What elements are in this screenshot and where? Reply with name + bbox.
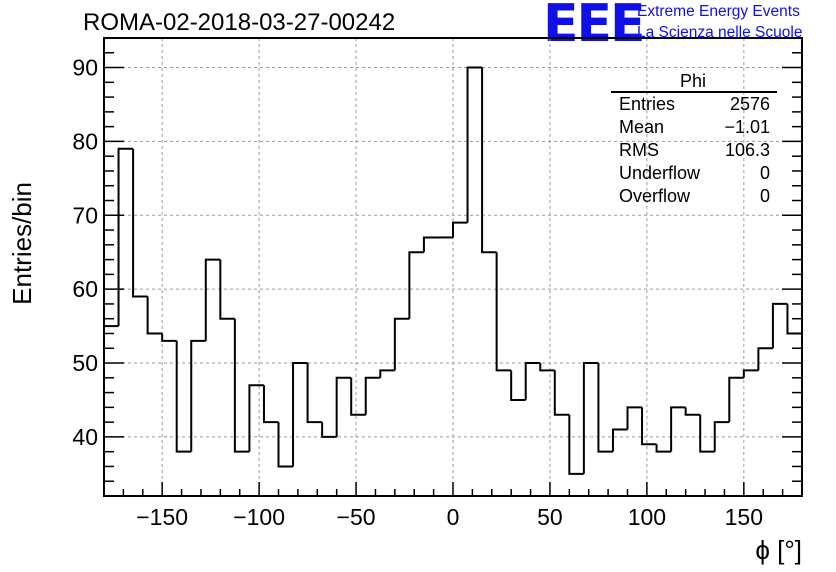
histogram-bin bbox=[292, 362, 308, 467]
histogram-bin bbox=[641, 407, 657, 446]
histogram-bin bbox=[626, 406, 643, 430]
histogram-bin bbox=[146, 296, 163, 335]
stats-label-mean: Mean bbox=[619, 117, 664, 137]
x-tick-label: 0 bbox=[447, 504, 460, 530]
histogram-bin bbox=[132, 148, 148, 298]
y-tick-label: 60 bbox=[72, 276, 98, 302]
grid-lines bbox=[104, 38, 802, 496]
x-tick-label: −100 bbox=[233, 504, 285, 530]
histogram-bin bbox=[466, 66, 483, 223]
x-tick-label: 50 bbox=[537, 504, 563, 530]
stats-label-rms: RMS bbox=[619, 140, 659, 160]
histogram-bin bbox=[335, 376, 352, 437]
y-tick-label: 80 bbox=[72, 128, 98, 154]
histogram-bin bbox=[568, 414, 584, 475]
x-tick-label: −150 bbox=[136, 504, 188, 530]
histogram-bin bbox=[321, 422, 337, 438]
histogram-bin bbox=[306, 363, 323, 424]
histogram-bin bbox=[670, 406, 686, 452]
x-tick-label: −50 bbox=[337, 504, 376, 530]
histogram-bin bbox=[510, 370, 526, 401]
stats-label-underflow: Underflow bbox=[619, 163, 701, 183]
histogram-bin bbox=[175, 340, 192, 453]
axis-ticks bbox=[103, 37, 803, 496]
histogram-bin bbox=[117, 147, 134, 327]
histogram-bin bbox=[699, 414, 715, 453]
histogram-bin bbox=[364, 376, 381, 415]
histogram-bin bbox=[204, 258, 221, 341]
histogram-bin bbox=[771, 302, 788, 349]
histogram-bin bbox=[277, 422, 294, 468]
histogram-bin bbox=[393, 317, 410, 371]
histogram-bin bbox=[190, 339, 206, 452]
stats-name: Phi bbox=[680, 71, 706, 91]
histogram-bin bbox=[553, 370, 570, 416]
logo-caption-line2: La Scienza nelle Scuole bbox=[637, 24, 803, 41]
histogram-bin bbox=[611, 428, 628, 452]
eee-logo: EEE bbox=[543, 0, 646, 54]
y-tick-label: 70 bbox=[72, 202, 98, 228]
stats-value-entries: 2576 bbox=[730, 94, 770, 114]
histogram-bin bbox=[248, 384, 264, 452]
stats-label-entries: Entries bbox=[619, 94, 675, 114]
histogram-bin bbox=[379, 369, 395, 378]
histogram-bin bbox=[684, 407, 701, 416]
histogram-bin bbox=[262, 385, 279, 424]
y-tick-label: 50 bbox=[72, 350, 98, 376]
stats-label-overflow: Overflow bbox=[619, 186, 691, 206]
tick-labels: −150 −100 −50 0 50 100 150 40 50 60 70 80 90 bbox=[72, 55, 763, 530]
histogram-bin bbox=[757, 347, 773, 371]
y-axis-title: Entries/bin bbox=[7, 182, 37, 305]
histogram-bin bbox=[655, 444, 672, 453]
histogram-bin bbox=[524, 362, 541, 400]
histogram-bin bbox=[452, 221, 468, 238]
histogram-bin bbox=[713, 421, 730, 452]
histogram-bin bbox=[728, 376, 744, 423]
chart-title: ROMA-02-2018-03-27-00242 bbox=[83, 9, 396, 36]
logo-caption-line1: Extreme Energy Events bbox=[637, 3, 800, 20]
stats-value-overflow: 0 bbox=[760, 186, 770, 206]
histogram-bin bbox=[539, 363, 555, 372]
histogram-bin bbox=[350, 377, 366, 416]
histogram-bin bbox=[408, 251, 424, 319]
stats-value-underflow: 0 bbox=[760, 163, 770, 183]
histogram-bin bbox=[495, 252, 512, 372]
y-tick-label: 40 bbox=[72, 424, 98, 450]
x-axis-title: ϕ [°] bbox=[755, 535, 802, 565]
histogram-bin bbox=[219, 259, 235, 320]
histogram-bin bbox=[582, 362, 599, 474]
stats-value-mean: −1.01 bbox=[724, 117, 770, 137]
histogram-bin bbox=[481, 67, 497, 254]
x-tick-label: 100 bbox=[628, 504, 666, 530]
histogram-bin bbox=[597, 363, 613, 453]
histogram-bin bbox=[233, 318, 250, 453]
stats-value-rms: 106.3 bbox=[725, 140, 770, 160]
stats-box: Phi Entries 2576 Mean −1.01 RMS 106.3 Un… bbox=[611, 71, 777, 206]
histogram-bin bbox=[161, 333, 177, 342]
histogram-bin bbox=[742, 369, 759, 378]
y-tick-label: 90 bbox=[72, 55, 98, 81]
histogram-layer bbox=[104, 66, 802, 475]
x-tick-label: 150 bbox=[725, 504, 763, 530]
histogram-bin bbox=[422, 236, 439, 253]
